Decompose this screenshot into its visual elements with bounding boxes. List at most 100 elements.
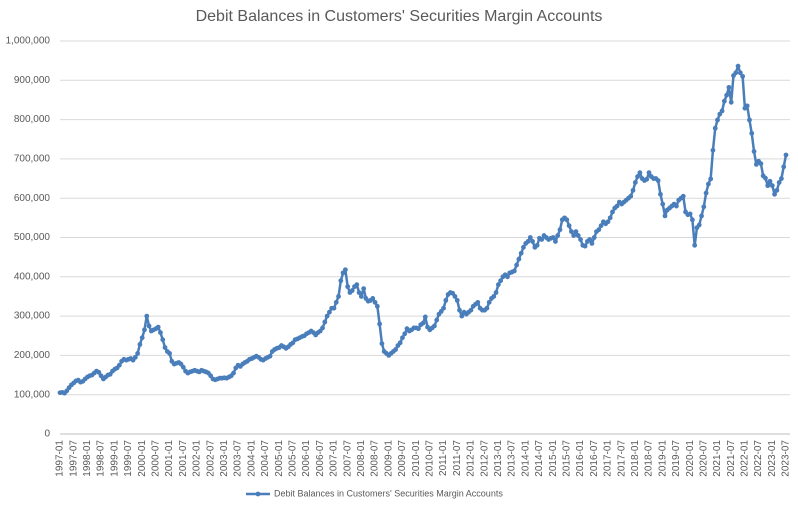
data-point xyxy=(326,309,332,315)
data-point xyxy=(539,237,545,242)
data-point xyxy=(655,178,661,183)
y-tick-label: 0 xyxy=(44,429,50,440)
legend-marker xyxy=(255,491,261,497)
data-point xyxy=(342,267,348,273)
data-point xyxy=(589,240,595,246)
data-point xyxy=(534,242,540,248)
data-point xyxy=(758,161,764,167)
data-point xyxy=(637,170,643,176)
data-point xyxy=(142,327,147,333)
data-point xyxy=(132,354,138,360)
data-point xyxy=(434,317,440,323)
y-tick-label: 600,000 xyxy=(14,193,51,204)
x-tick-label: 1997-07 xyxy=(68,440,79,477)
data-point xyxy=(674,203,679,209)
data-point xyxy=(630,187,636,193)
data-point xyxy=(354,282,360,288)
y-tick-label: 500,000 xyxy=(14,232,51,243)
data-point xyxy=(728,99,734,105)
data-point xyxy=(422,314,428,320)
data-point xyxy=(765,183,771,189)
chart-title: Debit Balances in Customers' Securities … xyxy=(196,8,603,25)
x-tick-label: 2001-01 xyxy=(164,440,175,477)
data-point xyxy=(644,176,650,182)
data-point xyxy=(160,337,166,343)
data-point xyxy=(715,117,720,123)
data-point xyxy=(582,243,588,249)
x-tick-label: 2012-01 xyxy=(466,440,477,477)
data-point xyxy=(162,345,168,350)
x-tick-label: 2015-07 xyxy=(561,440,572,477)
x-tick-label: 2014-01 xyxy=(520,440,531,477)
data-point xyxy=(514,262,520,268)
x-tick-label: 2013-07 xyxy=(507,440,518,477)
data-point xyxy=(737,70,743,76)
y-tick-label: 1,000,000 xyxy=(6,36,51,47)
data-point xyxy=(568,229,574,235)
data-point xyxy=(135,351,141,356)
x-tick-label: 2021-01 xyxy=(712,440,723,477)
data-point xyxy=(605,219,611,225)
data-point xyxy=(486,299,492,305)
x-tick-label: 2009-01 xyxy=(383,440,394,477)
x-tick-label: 2021-07 xyxy=(726,440,737,477)
data-point xyxy=(587,237,593,242)
data-point xyxy=(564,217,570,223)
data-point xyxy=(610,209,615,215)
y-tick-label: 800,000 xyxy=(14,114,51,125)
data-point xyxy=(557,227,563,233)
data-point xyxy=(525,239,531,244)
data-point xyxy=(550,235,556,240)
data-point xyxy=(459,313,465,319)
x-tick-label: 1999-01 xyxy=(109,440,120,477)
x-tick-label: 2002-07 xyxy=(205,440,216,477)
data-point xyxy=(699,213,704,219)
data-point xyxy=(137,341,143,347)
y-tick-label: 300,000 xyxy=(14,311,51,322)
x-tick-label: 2004-07 xyxy=(260,440,271,477)
data-point xyxy=(726,84,732,90)
x-tick-label: 2005-07 xyxy=(288,440,299,477)
y-tick-label: 900,000 xyxy=(14,75,51,86)
data-point xyxy=(505,274,510,280)
data-point xyxy=(322,319,328,325)
x-tick-label: 2007-01 xyxy=(329,440,340,477)
data-point xyxy=(632,180,638,185)
data-point xyxy=(635,174,641,179)
x-tick-label: 1999-07 xyxy=(123,440,134,477)
data-point xyxy=(402,331,408,337)
data-point xyxy=(498,278,504,284)
data-point xyxy=(370,296,376,301)
data-point xyxy=(397,340,403,346)
data-point xyxy=(452,294,458,299)
data-point xyxy=(779,176,784,181)
data-point xyxy=(338,278,344,284)
data-point xyxy=(361,286,367,291)
data-point xyxy=(658,191,663,197)
data-point xyxy=(379,341,385,347)
x-tick-label: 2023-01 xyxy=(767,440,778,477)
x-tick-label: 2004-01 xyxy=(246,440,257,477)
data-point xyxy=(719,108,725,114)
x-tick-label: 2010-01 xyxy=(411,440,422,477)
data-point xyxy=(331,305,337,311)
x-tick-label: 2006-01 xyxy=(301,440,312,477)
data-point xyxy=(516,256,522,262)
data-point xyxy=(721,98,727,104)
data-point xyxy=(701,204,707,210)
data-point xyxy=(687,211,693,217)
data-point xyxy=(231,370,236,376)
x-tick-label: 2020-07 xyxy=(698,440,709,477)
data-point xyxy=(441,305,446,311)
data-point xyxy=(740,73,746,79)
data-point xyxy=(139,335,145,341)
x-tick-label: 2000-01 xyxy=(137,440,148,477)
x-tick-label: 2002-01 xyxy=(192,440,203,477)
x-tick-label: 2009-07 xyxy=(397,440,408,477)
x-tick-label: 2017-07 xyxy=(616,440,627,477)
x-tick-label: 2005-01 xyxy=(274,440,285,477)
x-tick-label: 2022-01 xyxy=(740,440,751,477)
data-point xyxy=(372,299,378,305)
data-point xyxy=(660,201,666,207)
